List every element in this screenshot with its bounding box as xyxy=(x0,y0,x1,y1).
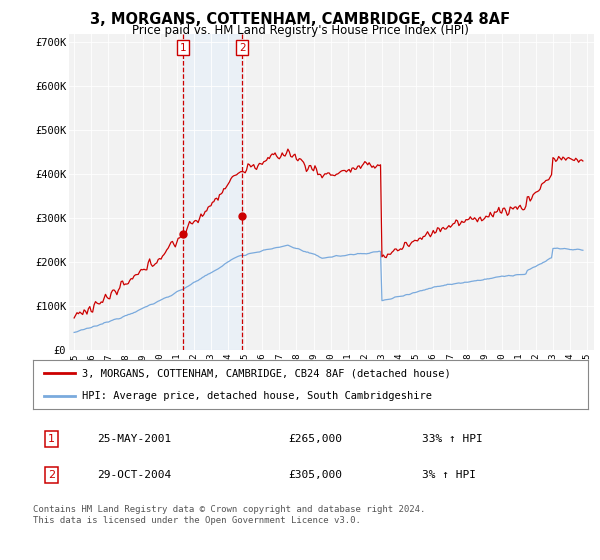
Text: Contains HM Land Registry data © Crown copyright and database right 2024.
This d: Contains HM Land Registry data © Crown c… xyxy=(33,505,425,525)
Text: £265,000: £265,000 xyxy=(289,434,342,444)
Text: 29-OCT-2004: 29-OCT-2004 xyxy=(97,470,171,480)
Text: 2: 2 xyxy=(48,470,55,480)
Text: 2: 2 xyxy=(239,43,245,53)
Text: 1: 1 xyxy=(180,43,187,53)
Text: 3% ↑ HPI: 3% ↑ HPI xyxy=(421,470,476,480)
Text: 25-MAY-2001: 25-MAY-2001 xyxy=(97,434,171,444)
Text: Price paid vs. HM Land Registry's House Price Index (HPI): Price paid vs. HM Land Registry's House … xyxy=(131,24,469,37)
Text: £305,000: £305,000 xyxy=(289,470,342,480)
Text: 33% ↑ HPI: 33% ↑ HPI xyxy=(421,434,482,444)
Bar xyxy=(183,34,242,350)
Text: 3, MORGANS, COTTENHAM, CAMBRIDGE, CB24 8AF: 3, MORGANS, COTTENHAM, CAMBRIDGE, CB24 8… xyxy=(90,12,510,27)
Text: 3, MORGANS, COTTENHAM, CAMBRIDGE, CB24 8AF (detached house): 3, MORGANS, COTTENHAM, CAMBRIDGE, CB24 8… xyxy=(82,368,451,379)
Text: 1: 1 xyxy=(48,434,55,444)
Text: HPI: Average price, detached house, South Cambridgeshire: HPI: Average price, detached house, Sout… xyxy=(82,391,432,401)
